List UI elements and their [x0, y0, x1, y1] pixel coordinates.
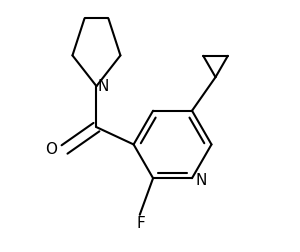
Text: N: N — [196, 173, 207, 188]
Text: O: O — [45, 142, 57, 157]
Text: F: F — [136, 216, 145, 232]
Text: N: N — [98, 79, 109, 94]
